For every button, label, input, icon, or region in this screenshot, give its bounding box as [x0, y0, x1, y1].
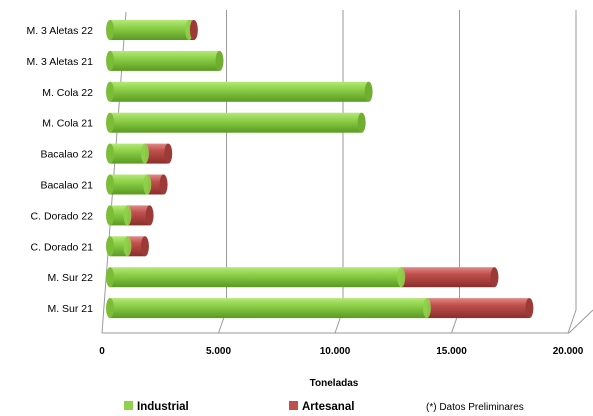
category-label: M. Cola 21	[42, 118, 93, 130]
category-label: C. Dorado 21	[31, 241, 94, 253]
category-label: Bacalao 21	[40, 180, 93, 192]
category-label: M. Sur 22	[47, 272, 93, 284]
legend-swatch-artesanal	[289, 401, 298, 410]
bar-end-cap	[189, 20, 198, 40]
bar-seam	[123, 205, 132, 226]
bar-industrial	[110, 81, 369, 102]
bar-seam	[397, 267, 406, 288]
x-tick-label: 15.000	[436, 346, 467, 357]
legend-label-artesanal: Artesanal	[302, 401, 354, 413]
x-tick-label: 10.000	[320, 346, 351, 357]
category-label: M. Cola 22	[42, 87, 93, 99]
category-labels: M. 3 Aletas 22 M. 3 Aletas 21 M. Cola 22 M.…	[26, 25, 93, 315]
bar-base-cap	[106, 205, 114, 226]
gridlines	[218, 10, 577, 334]
bar-base-cap	[106, 143, 114, 164]
category-label: Bacalao 22	[40, 149, 93, 161]
category-label: M. Sur 21	[47, 303, 93, 315]
bar-artesanal	[147, 174, 164, 195]
bar-industrial	[110, 298, 427, 319]
bars	[106, 20, 534, 319]
floor-edge	[568, 309, 593, 334]
bar-artesanal	[426, 298, 530, 319]
bar-end-cap	[145, 205, 154, 226]
bar-artesanal	[127, 236, 145, 257]
bar-end-cap	[159, 174, 168, 195]
bar-artesanal	[144, 143, 169, 164]
bar-industrial	[110, 267, 402, 288]
x-tick-label: 0	[99, 346, 105, 357]
bar-seam	[422, 298, 431, 319]
bar-base-cap	[106, 298, 114, 319]
bar-base-cap	[106, 236, 114, 257]
gridline-floor	[567, 309, 577, 334]
bar-industrial	[110, 50, 220, 71]
legend-swatch-industrial	[124, 401, 133, 410]
bar-end-cap	[364, 81, 373, 102]
bar-end-cap	[215, 50, 224, 71]
bar-base-cap	[106, 81, 114, 102]
bar-end-cap	[140, 236, 149, 257]
bar-industrial	[110, 236, 128, 257]
preliminary-note: (*) Datos Preliminares	[426, 402, 524, 413]
bar-end-cap	[164, 143, 173, 164]
bar-industrial	[110, 143, 145, 164]
bar-base-cap	[106, 20, 114, 40]
category-label: M. 3 Aletas 22	[26, 25, 93, 37]
bar-seam	[143, 174, 152, 195]
bar-base-cap	[106, 174, 114, 195]
category-label: C. Dorado 22	[31, 210, 94, 222]
bar-end-cap	[490, 267, 499, 288]
bar-base-cap	[106, 50, 114, 71]
legend: Industrial Artesanal	[124, 401, 354, 413]
legend-label-industrial: Industrial	[137, 401, 189, 413]
bar-end-cap	[357, 112, 366, 133]
x-tick-labels: 0 5.000 10.000 15.000 20.000	[99, 346, 584, 357]
x-axis-title: Toneladas	[310, 378, 359, 389]
bar-industrial	[110, 174, 148, 195]
bar-industrial	[110, 205, 128, 226]
bar-base-cap	[106, 267, 114, 288]
bar-seam	[123, 236, 132, 257]
bar-artesanal	[127, 205, 150, 226]
category-label: M. 3 Aletas 21	[26, 56, 93, 68]
bar-base-cap	[106, 112, 114, 133]
bar-artesanal	[401, 267, 495, 288]
bar-industrial	[110, 20, 190, 40]
x-tick-label: 5.000	[206, 346, 231, 357]
x-tick-label: 20.000	[553, 346, 584, 357]
bar-industrial	[110, 112, 362, 133]
bar-seam	[140, 143, 149, 164]
bar-end-cap	[525, 298, 534, 319]
